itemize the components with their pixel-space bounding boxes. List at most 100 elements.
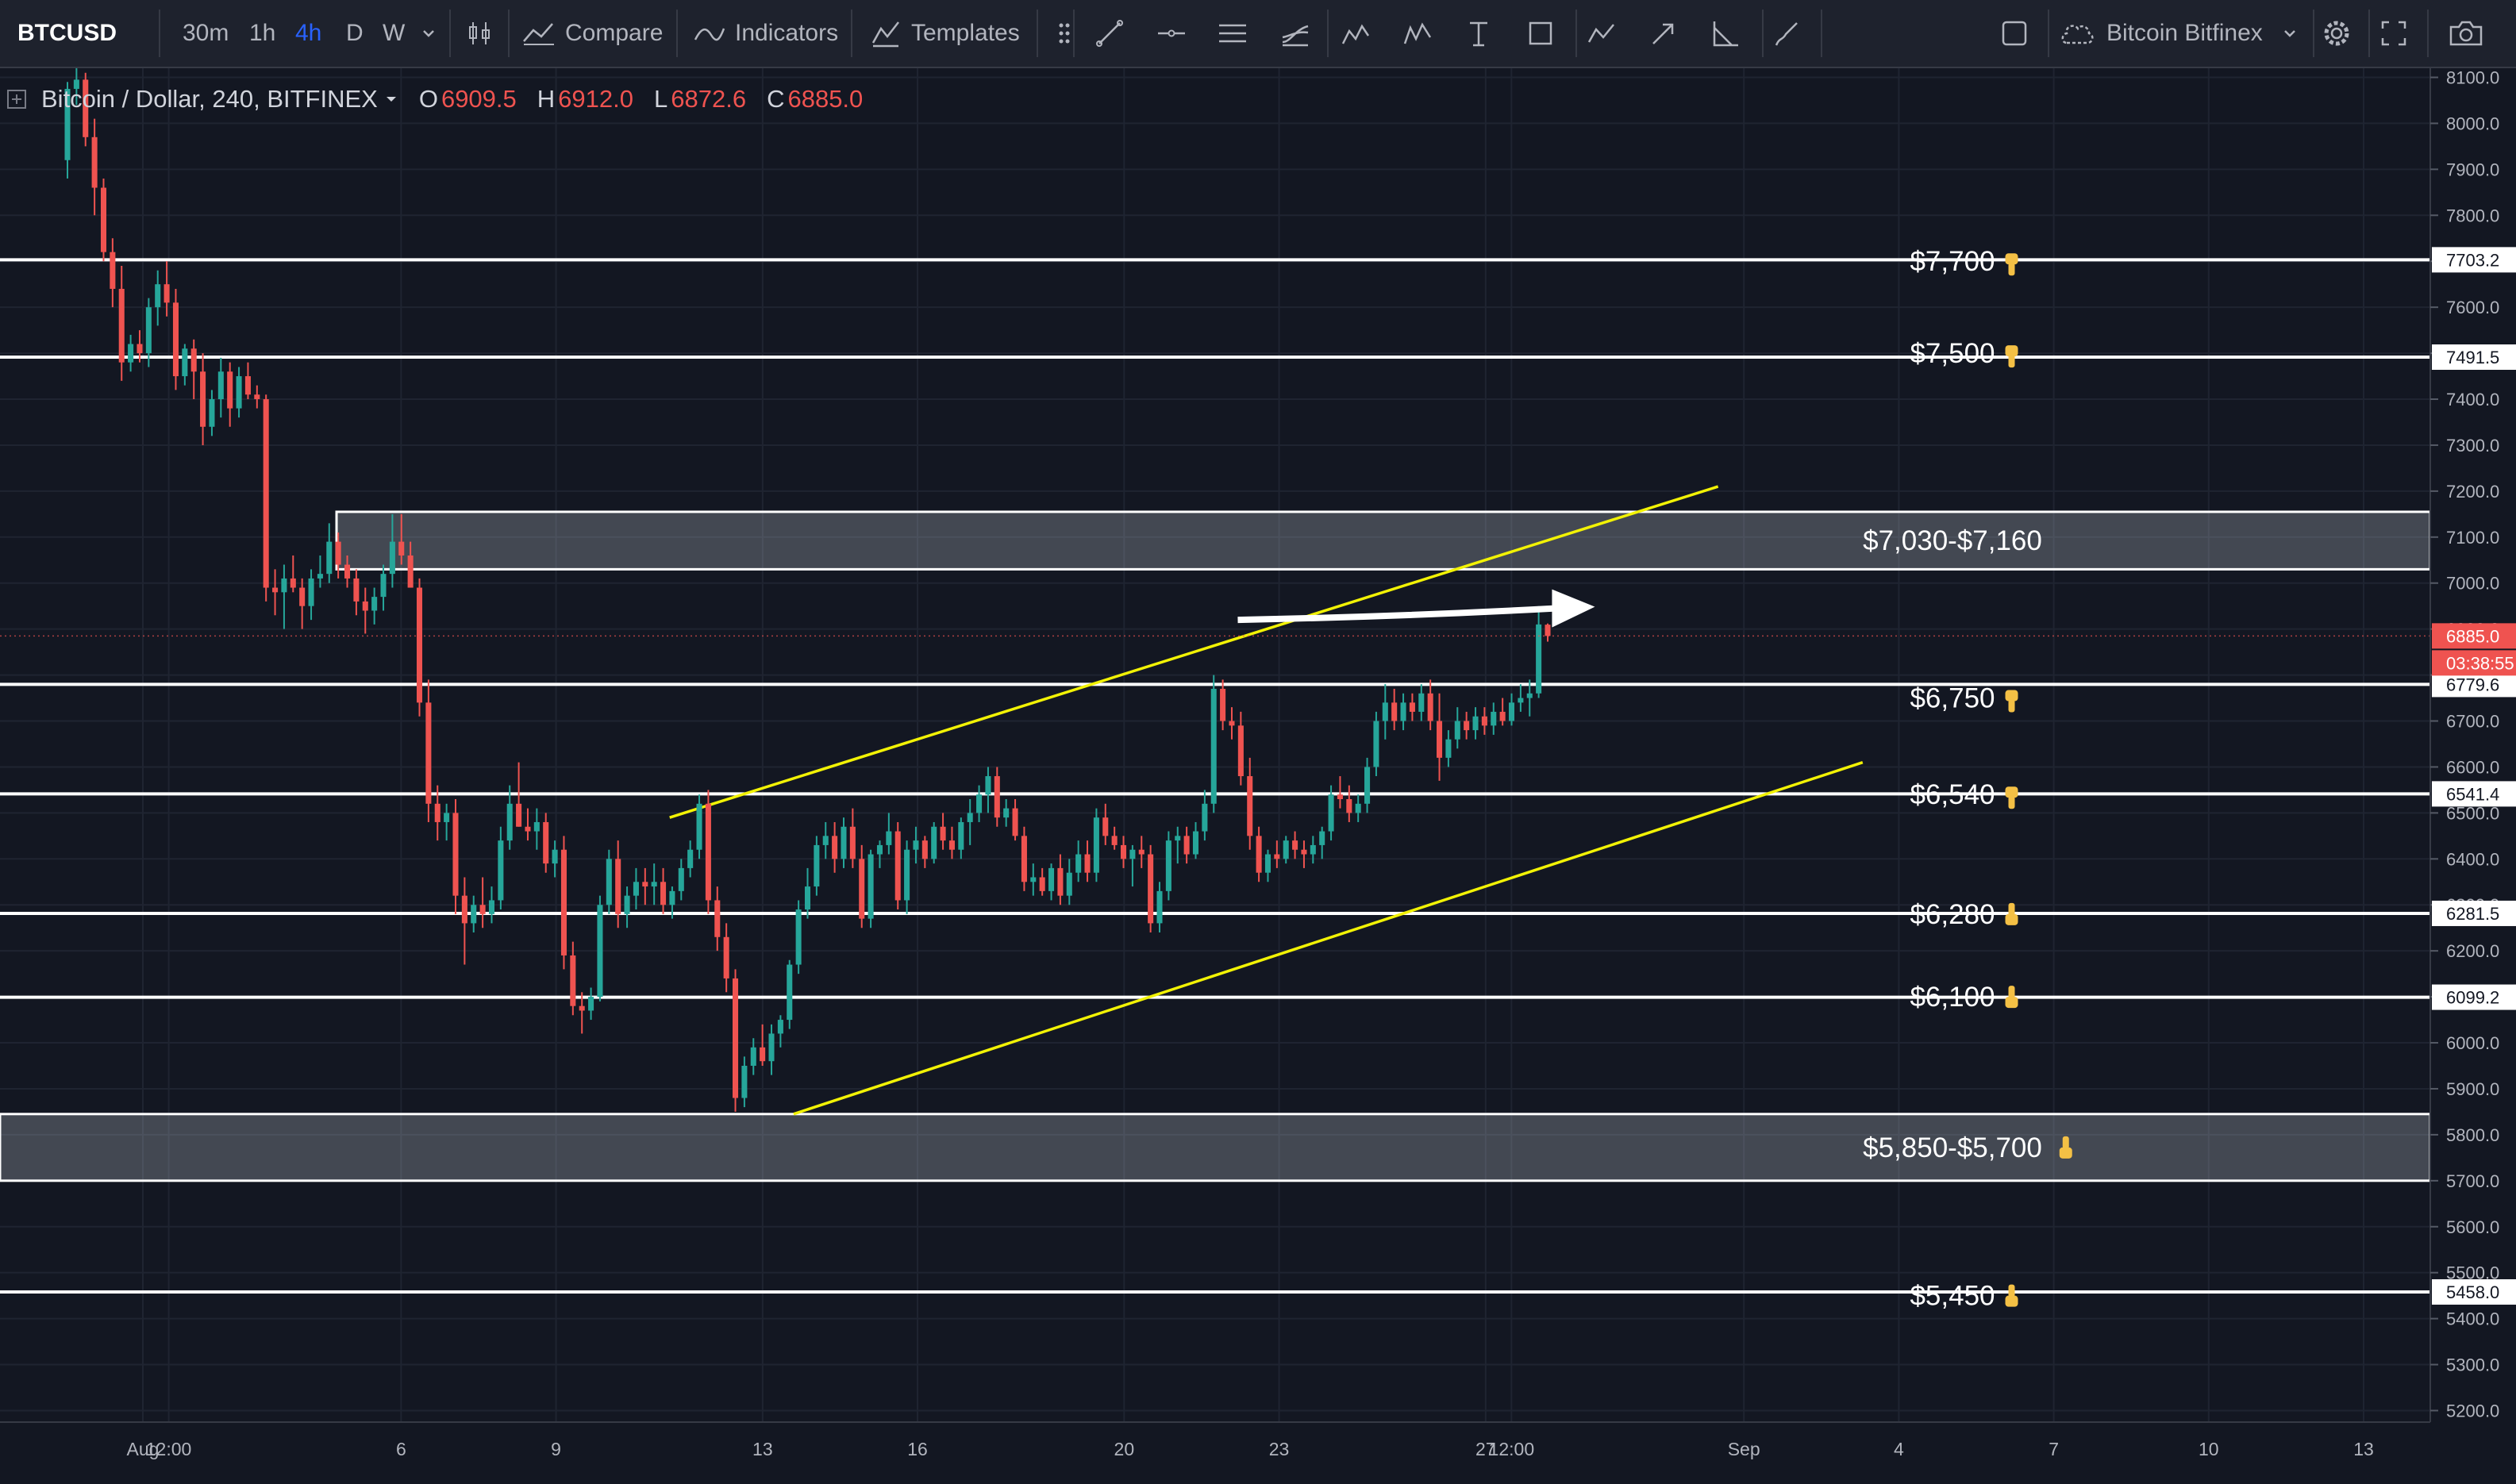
text-tool-tool[interactable] [1456,11,1501,56]
candle[interactable] [479,877,486,928]
candle[interactable] [1445,730,1452,767]
elliott-wave-tool[interactable] [1395,11,1440,56]
level-label-6[interactable]: $5,450 [1910,1281,1995,1312]
candle[interactable] [814,836,820,896]
candle[interactable] [227,362,233,427]
candle[interactable] [137,330,143,363]
indicators-button[interactable]: Indicators [694,0,838,67]
candle[interactable] [398,513,405,565]
symbol-search[interactable]: BTCUSD [17,0,117,67]
candle[interactable] [64,82,71,179]
candle[interactable] [1129,844,1136,887]
candle[interactable] [931,821,937,864]
candle[interactable] [525,808,531,841]
candle[interactable] [533,808,540,850]
interval-dropdown[interactable] [421,0,437,67]
candle[interactable] [1093,808,1099,882]
candle[interactable] [849,808,856,868]
candle[interactable] [579,992,585,1034]
candle[interactable] [822,821,829,859]
candle[interactable] [128,334,134,372]
level-label-0[interactable]: $7,700 [1910,246,1995,277]
candle[interactable] [660,867,667,914]
drawing-toolbar-grip[interactable] [1059,0,1070,67]
candle[interactable] [1481,707,1487,735]
interval-w[interactable]: W [383,20,406,46]
candle[interactable] [859,844,865,928]
candle[interactable] [1310,836,1316,864]
candle[interactable] [1057,854,1064,905]
candle[interactable] [1148,844,1154,932]
candle[interactable] [100,178,107,262]
candle[interactable] [1454,707,1460,749]
candle[interactable] [407,541,414,588]
interval-1h[interactable]: 1h [249,20,276,46]
candle[interactable] [1346,785,1352,822]
candle[interactable] [1102,803,1109,845]
candle[interactable] [687,840,694,878]
candle[interactable] [73,68,79,106]
expand-icon[interactable] [6,89,27,110]
candle[interactable] [452,799,459,914]
price-axis[interactable]: 8100.08000.07900.07800.07700.07600.07500… [2429,68,2516,1484]
candle[interactable] [633,867,639,910]
candle[interactable] [244,362,251,400]
candle[interactable] [1084,840,1091,882]
candle[interactable] [1247,757,1253,850]
abcd-pattern-tool[interactable] [1579,11,1624,56]
candle[interactable] [1418,684,1425,721]
xabcd-pattern-tool[interactable] [1333,11,1378,56]
candle[interactable] [1391,688,1398,731]
candle[interactable] [1156,882,1163,932]
candle[interactable] [416,578,423,717]
candle[interactable] [263,394,269,602]
candle[interactable] [940,813,946,850]
candle[interactable] [958,817,964,859]
candle[interactable] [91,118,98,216]
candle[interactable] [110,238,116,308]
symbol-title[interactable]: Bitcoin / Dollar, 240, BITFINEX [41,85,378,113]
candle[interactable] [777,1015,783,1048]
rectangle-tool[interactable] [1518,11,1563,56]
snapshot-button[interactable] [2448,0,2484,67]
candle[interactable] [254,385,260,409]
candle[interactable] [1364,757,1371,813]
candle[interactable] [335,532,341,579]
candle[interactable] [1066,859,1072,905]
candle[interactable] [913,826,919,864]
level-label-5[interactable]: $6,100 [1910,982,1995,1013]
candle[interactable] [976,785,983,822]
candle[interactable] [434,785,440,841]
candle[interactable] [145,298,152,367]
candle[interactable] [1120,836,1127,868]
price-chart[interactable]: $7,700 $7,500 $6,750 $6,540 $6,280 $6,100 $5,4… [0,68,2516,1484]
zone-0[interactable] [335,510,2432,571]
candle[interactable] [948,826,955,859]
candle[interactable] [732,969,739,1112]
candle[interactable] [380,564,387,611]
zone-label-1[interactable]: $5,850-$5,700 [1863,1132,2042,1163]
candle[interactable] [1499,698,1506,726]
zone-label-0[interactable]: $7,030-$7,160 [1863,525,2042,556]
horizontal-ray-tool[interactable] [1149,11,1194,56]
candle[interactable] [705,790,711,914]
candle[interactable] [787,959,793,1029]
candle[interactable] [1373,711,1379,777]
candle[interactable] [217,357,224,418]
candle[interactable] [642,867,648,905]
candle[interactable] [1400,693,1406,731]
channel-upper-line[interactable] [669,485,1719,819]
candle[interactable] [516,762,522,827]
chart-style-button[interactable] [464,0,495,67]
candle[interactable] [1283,836,1289,864]
candle[interactable] [750,1038,756,1075]
candle[interactable] [425,679,432,822]
candle[interactable] [272,569,279,616]
candle[interactable] [921,836,928,868]
candle[interactable] [1319,826,1325,859]
candle[interactable] [1075,840,1082,882]
interval-d[interactable]: D [346,20,364,46]
candle[interactable] [1409,693,1415,721]
candle[interactable] [461,877,467,965]
